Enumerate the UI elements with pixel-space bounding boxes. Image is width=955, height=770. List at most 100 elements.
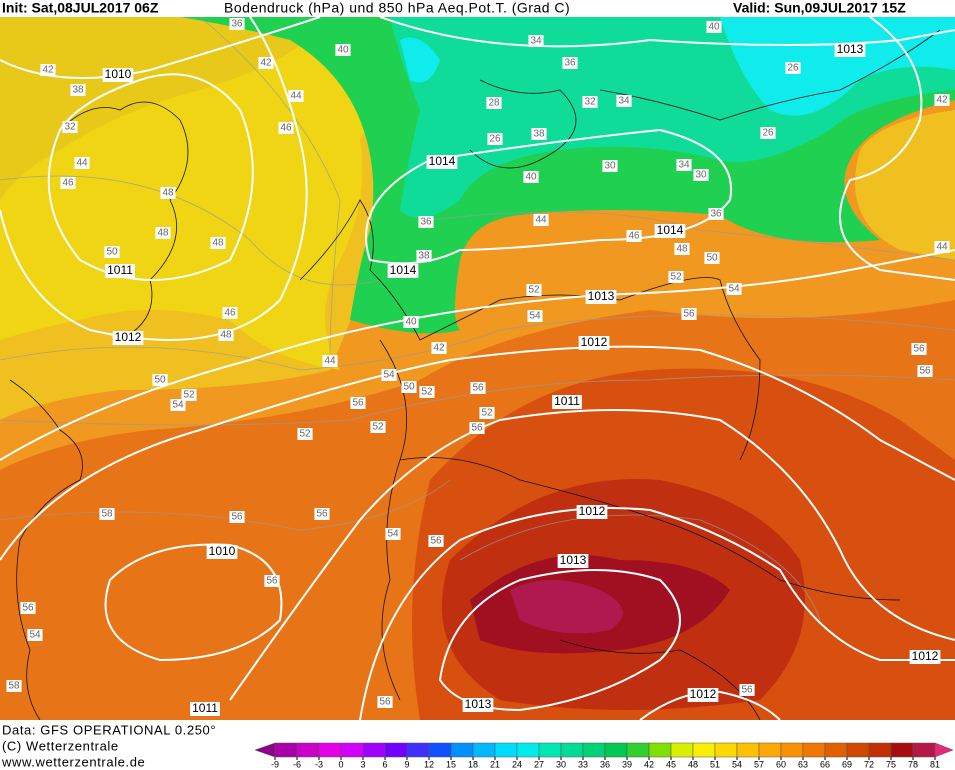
isobar-label: 1014 bbox=[429, 154, 456, 168]
theta-label-box bbox=[385, 528, 401, 540]
header-band bbox=[0, 0, 955, 17]
theta-label-box bbox=[726, 283, 742, 295]
theta-label: 52 bbox=[372, 422, 384, 433]
theta-label: 48 bbox=[212, 238, 224, 249]
colorbar-box bbox=[582, 742, 606, 758]
colorbar-tick-label: 42 bbox=[644, 759, 654, 769]
theta-label-box bbox=[917, 365, 933, 377]
isobar-label: 1011 bbox=[107, 263, 133, 277]
theta-label: 42 bbox=[433, 343, 445, 354]
colorbar-tick-label: 9 bbox=[404, 759, 409, 769]
theta-label-box bbox=[602, 160, 618, 172]
theta-label-box bbox=[469, 422, 485, 434]
theta-label-box bbox=[152, 374, 168, 386]
theta-label: 56 bbox=[471, 423, 483, 434]
theta-label-box bbox=[668, 271, 684, 283]
theta-label: 58 bbox=[8, 681, 20, 692]
map-field bbox=[0, 17, 955, 720]
theta-label-box bbox=[626, 230, 642, 242]
colorbar-tick-label: -3 bbox=[315, 759, 323, 769]
theta-label-box bbox=[60, 177, 76, 189]
isobar-label-box bbox=[585, 290, 617, 304]
theta-label-box bbox=[739, 684, 755, 696]
theta-label-box bbox=[419, 386, 435, 398]
field-cyan bbox=[400, 17, 955, 116]
theta-label: 42 bbox=[260, 58, 272, 69]
theta-label-box bbox=[911, 343, 927, 355]
theta-label: 54 bbox=[172, 400, 184, 411]
colorbar-tick-label: 51 bbox=[710, 759, 720, 769]
theta-label: 28 bbox=[488, 98, 500, 109]
copyright: (C) Wetterzentrale bbox=[2, 738, 119, 753]
colorbar-box bbox=[604, 742, 628, 758]
isobar-label-box bbox=[206, 545, 238, 559]
isobar-label-box bbox=[552, 395, 582, 409]
theta-label-box bbox=[229, 18, 245, 30]
theta-label: 48 bbox=[157, 228, 169, 239]
theta-label-box bbox=[258, 57, 274, 69]
theta-label: 56 bbox=[231, 512, 243, 523]
theta-label-box bbox=[527, 310, 543, 322]
colorbar-tick-label: 66 bbox=[820, 759, 830, 769]
isobar-label: 1012 bbox=[581, 335, 608, 349]
colorbar-tick-label: 0 bbox=[338, 759, 343, 769]
theta-label: 38 bbox=[418, 251, 430, 262]
theta-label-box bbox=[222, 307, 238, 319]
colorbar-box bbox=[780, 742, 804, 758]
theta-label: 54 bbox=[383, 370, 395, 381]
theta-label-box bbox=[377, 696, 393, 708]
theta-label: 26 bbox=[787, 63, 799, 74]
isobar-label: 1012 bbox=[115, 330, 142, 344]
theta-label: 44 bbox=[290, 91, 302, 102]
theta-label-box bbox=[562, 57, 578, 69]
theta-label: 42 bbox=[936, 95, 948, 106]
isobar-label: 1014 bbox=[390, 263, 417, 277]
isobar-label: 1014 bbox=[657, 223, 684, 237]
theta-label-box bbox=[479, 407, 495, 419]
theta-label: 40 bbox=[708, 22, 720, 33]
theta-label-box bbox=[278, 122, 294, 134]
theta-label: 26 bbox=[489, 134, 501, 145]
colorbar-box bbox=[450, 742, 474, 758]
colorbar-tick-label: 54 bbox=[732, 759, 742, 769]
theta-label: 52 bbox=[183, 390, 195, 401]
theta-label-box bbox=[487, 133, 503, 145]
theta-label-box bbox=[431, 342, 447, 354]
theta-label-box bbox=[350, 397, 366, 409]
colorbar-box bbox=[912, 742, 936, 758]
theta-label: 44 bbox=[535, 215, 547, 226]
colorbar-tick-label: 21 bbox=[490, 759, 500, 769]
isobar-label-box bbox=[462, 698, 494, 712]
theta-label: 54 bbox=[728, 284, 740, 295]
theta-label: 52 bbox=[528, 285, 540, 296]
colorbar-box bbox=[692, 742, 716, 758]
theta-label: 36 bbox=[420, 217, 432, 228]
colorbar-tick-label: 15 bbox=[446, 759, 456, 769]
theta-label-box bbox=[704, 252, 720, 264]
isobar-label-box bbox=[654, 224, 686, 238]
colorbar-box bbox=[802, 742, 826, 758]
init-time: Init: Sat,08JUL2017 06Z bbox=[2, 0, 159, 16]
theta-label-box bbox=[523, 171, 539, 183]
colorbar-box bbox=[472, 742, 496, 758]
colorbar-box bbox=[428, 742, 452, 758]
theta-label: 52 bbox=[299, 429, 311, 440]
isobar-label: 1010 bbox=[105, 67, 132, 81]
theta-label-box bbox=[322, 355, 338, 367]
theta-label: 58 bbox=[101, 509, 113, 520]
theta-label: 32 bbox=[64, 122, 76, 133]
colorbar-box bbox=[560, 742, 584, 758]
theta-label: 50 bbox=[106, 247, 118, 258]
colorbar-box bbox=[846, 742, 870, 758]
website: www.wetterzentrale.de bbox=[1, 754, 145, 769]
colorbar-tick-label: 18 bbox=[468, 759, 478, 769]
theta-label-box bbox=[381, 369, 397, 381]
theta-label-box bbox=[264, 575, 280, 587]
theta-label: 52 bbox=[670, 272, 682, 283]
theta-label-box bbox=[74, 157, 90, 169]
colorbar-tick-label: 24 bbox=[512, 759, 522, 769]
colorbar-tick-label: 78 bbox=[908, 759, 918, 769]
isobar-label: 1012 bbox=[912, 649, 939, 663]
theta-label-box bbox=[418, 216, 434, 228]
isobar-label-box bbox=[112, 331, 144, 345]
